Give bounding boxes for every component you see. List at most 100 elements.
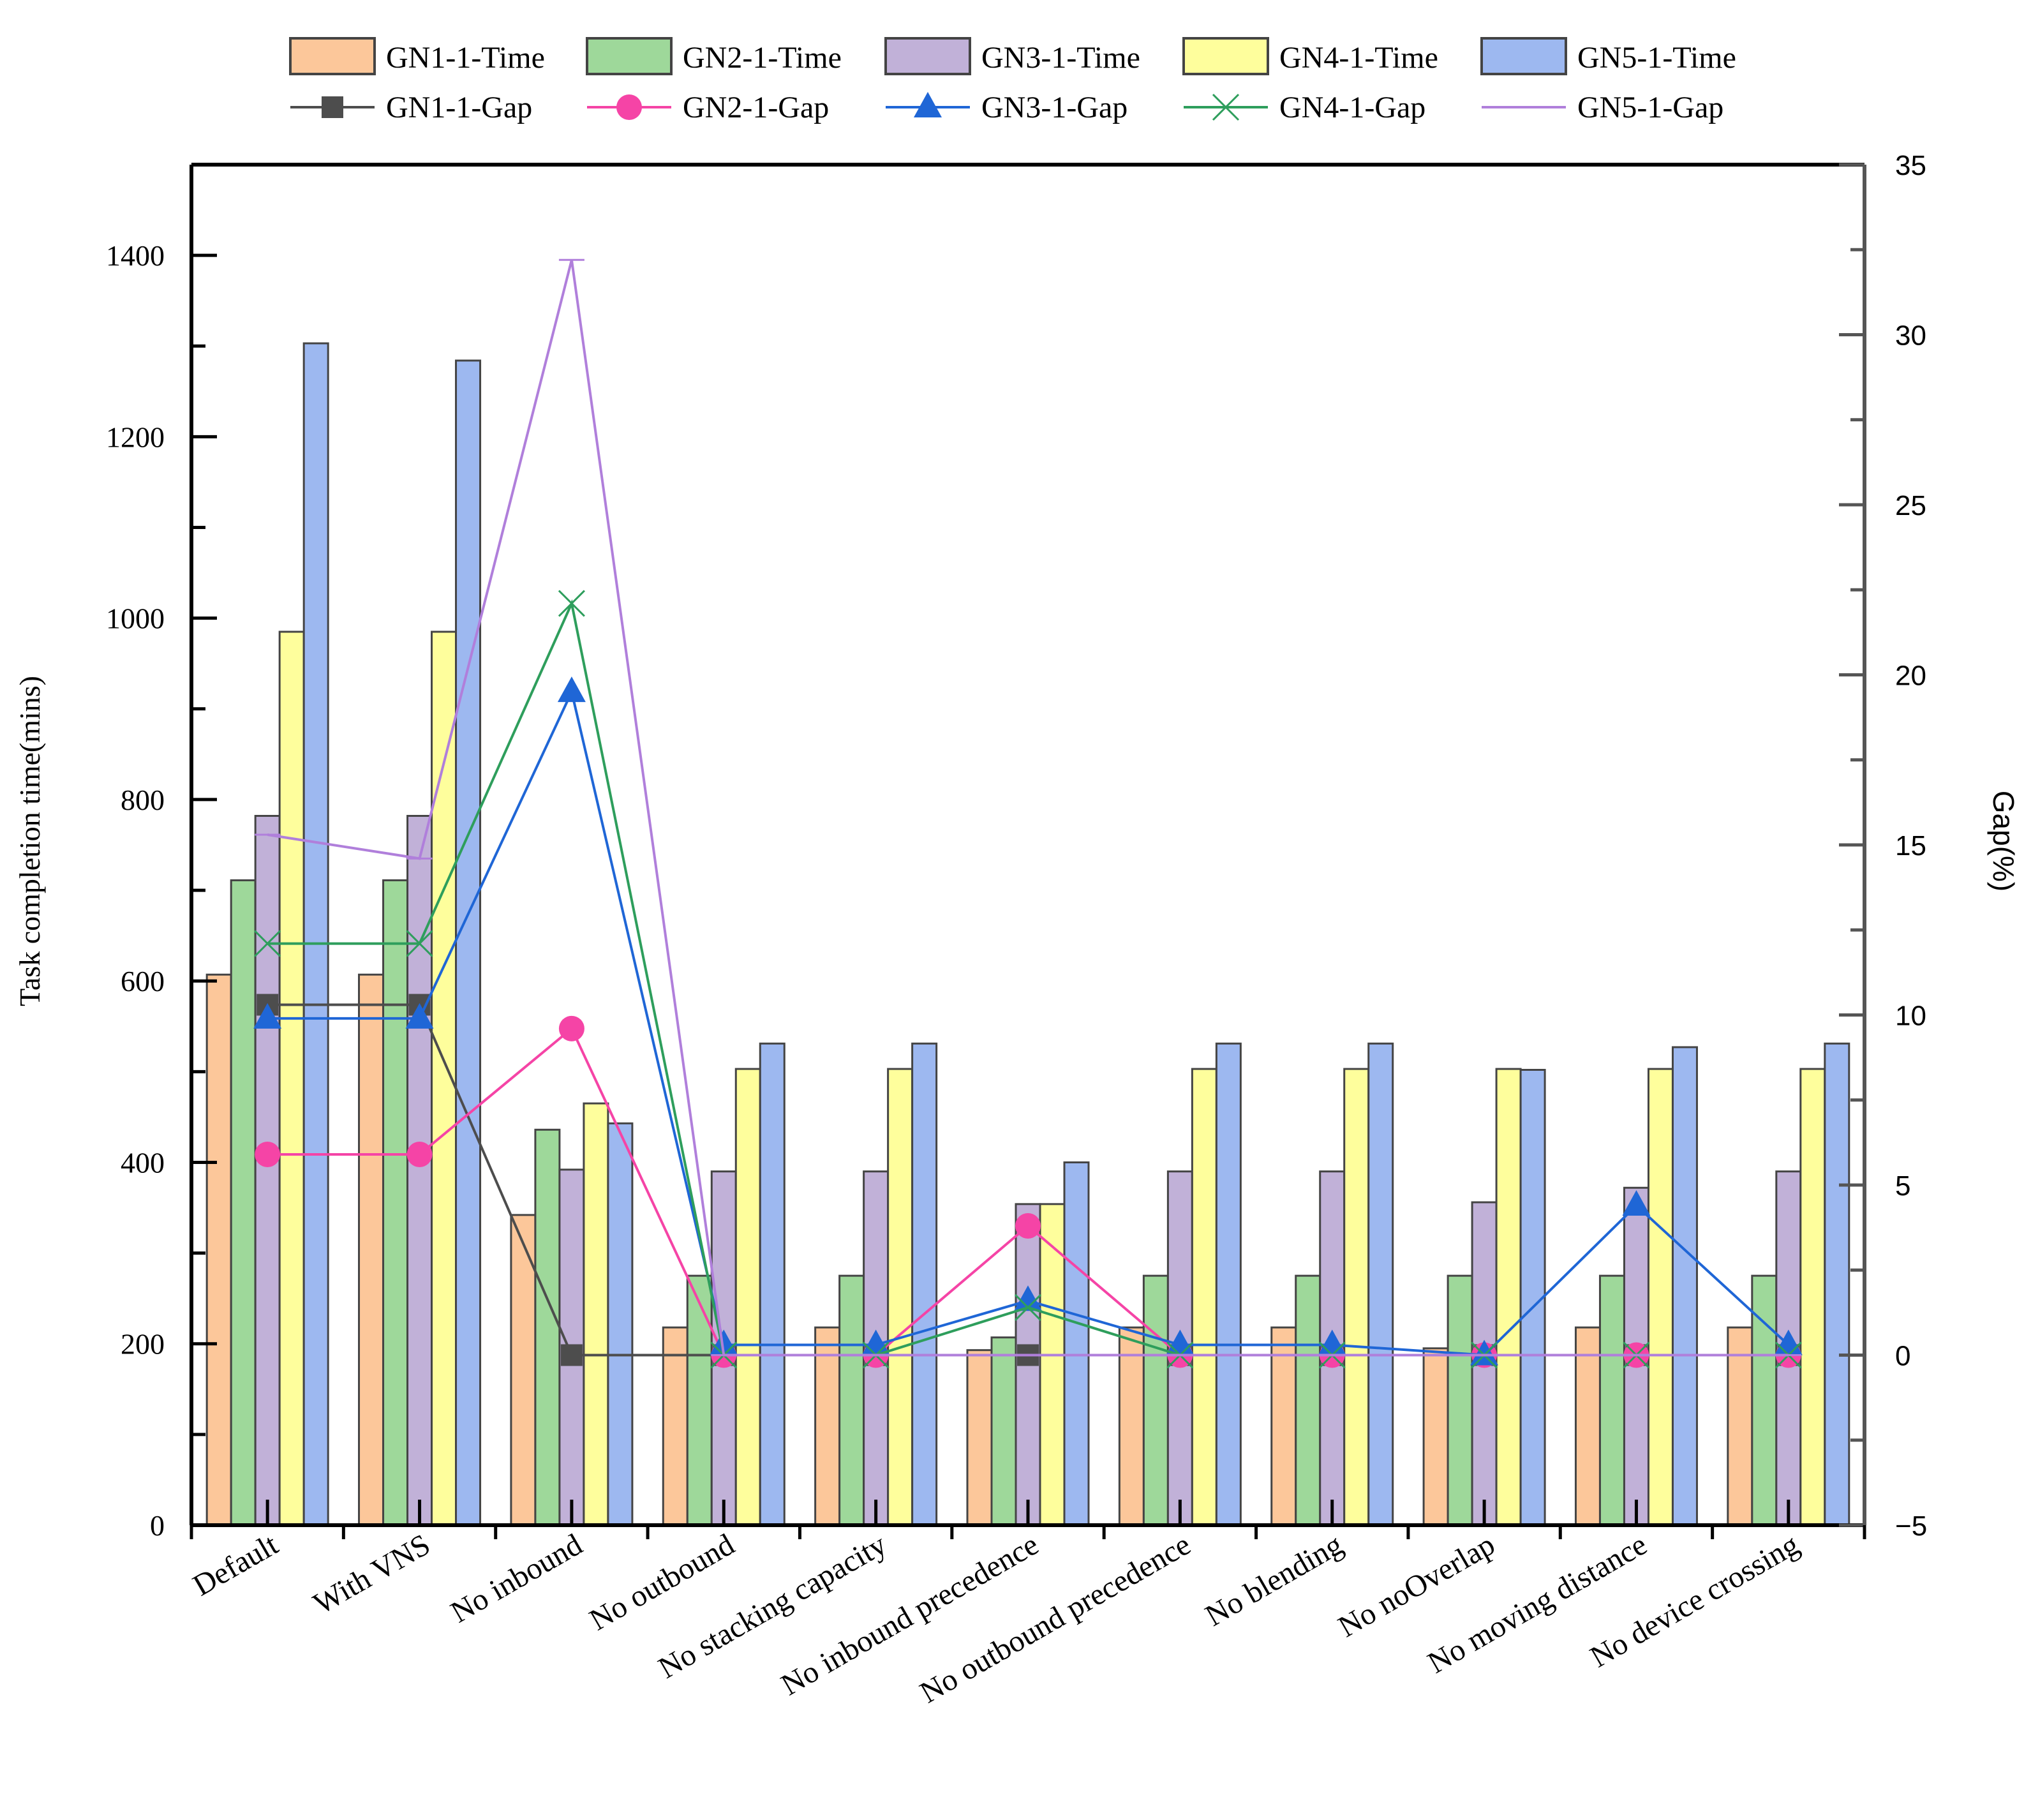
bar: [686, 1274, 713, 1526]
legend-swatch: [586, 37, 673, 75]
bar: [382, 879, 409, 1526]
legend-swatch: [884, 37, 971, 75]
y-axis-label: Task completion time(mins): [13, 676, 46, 1006]
legend-swatch: [289, 37, 376, 75]
gap-line: [267, 259, 1789, 1357]
bar: [838, 1274, 865, 1526]
bar: [1295, 1274, 1321, 1526]
y-tick-label: 600: [121, 965, 165, 997]
bar: [1574, 1326, 1601, 1526]
data-point: [322, 96, 343, 118]
y2-tick-label: 35: [1895, 150, 1926, 181]
bar: [1824, 1042, 1850, 1526]
data-point: [616, 94, 642, 120]
bar: [254, 815, 281, 1526]
legend-label: GN4-1-Gap: [1279, 91, 1425, 124]
bar: [455, 359, 482, 1526]
legend-label: GN1-1-Time: [386, 41, 545, 75]
x-tick-label: With VNS: [308, 1528, 436, 1622]
data-point: [253, 1003, 282, 1029]
bar: [1751, 1274, 1778, 1526]
bar: [990, 1336, 1017, 1526]
legend-swatch: [1182, 37, 1269, 75]
data-point: [254, 930, 281, 957]
bar: [1495, 1068, 1522, 1526]
bar: [734, 1068, 761, 1526]
y2-tick-label: 0: [1895, 1341, 1910, 1372]
y-tick-label: 0: [150, 1509, 165, 1542]
data-point: [1014, 1294, 1042, 1321]
bar: [534, 1128, 561, 1526]
bar: [1343, 1068, 1370, 1526]
bar: [887, 1068, 914, 1526]
data-point: [914, 92, 942, 117]
y-tick-label: 200: [121, 1328, 165, 1361]
legend-label: GN4-1-Time: [1279, 41, 1438, 75]
legend-label: GN1-1-Gap: [386, 91, 532, 124]
bar: [1367, 1042, 1394, 1526]
bar: [1063, 1161, 1090, 1526]
y2-tick-label: 25: [1895, 490, 1926, 521]
y2-tick-label: 15: [1895, 830, 1926, 862]
bar: [1727, 1326, 1753, 1526]
x-tick-label: No inbound precedence: [775, 1528, 1044, 1703]
bar: [814, 1326, 841, 1526]
data-point: [255, 1142, 281, 1168]
y2-tick-label: −5: [1895, 1510, 1927, 1542]
x-tick-label: Default: [188, 1527, 285, 1602]
data-point: [406, 930, 433, 957]
y2-tick-label: 20: [1895, 660, 1926, 692]
bar: [1598, 1274, 1625, 1526]
bar: [966, 1349, 993, 1526]
data-point: [560, 1344, 583, 1366]
data-point: [1014, 1285, 1042, 1311]
data-point: [1015, 1212, 1041, 1239]
bar: [1671, 1046, 1698, 1526]
bar: [1647, 1068, 1674, 1526]
y-tick-label: 1400: [106, 239, 165, 272]
bar: [205, 973, 232, 1526]
bar: [662, 1326, 688, 1526]
legend-label: GN5-1-Time: [1577, 41, 1736, 75]
bar: [230, 879, 257, 1526]
bar: [1447, 1274, 1473, 1526]
y2-axis-label: Gap(%): [1987, 791, 2017, 891]
bar: [1215, 1042, 1242, 1526]
legend-label: GN5-1-Gap: [1577, 91, 1723, 124]
bar: [1142, 1274, 1169, 1526]
bar: [358, 973, 385, 1526]
y-tick-label: 1000: [106, 602, 165, 635]
legend: GN1-1-Time GN2-1-Time GN3-1-Time GN4-1-Time…: [289, 37, 1736, 124]
bar: [1191, 1068, 1217, 1526]
y-tick-label: 800: [121, 784, 165, 816]
data-point: [1622, 1190, 1651, 1216]
y2-tick-label: 30: [1895, 320, 1926, 352]
bar: [302, 342, 329, 1526]
bar: [1799, 1068, 1826, 1526]
legend-swatch: [1480, 37, 1567, 75]
y2-tick-label: 5: [1895, 1170, 1910, 1202]
bar: [583, 1102, 609, 1526]
legend-label: GN2-1-Gap: [683, 91, 829, 124]
bar: [759, 1042, 785, 1526]
x-tick-label: No inbound: [445, 1528, 588, 1630]
y2-tick-label: 10: [1895, 1001, 1926, 1032]
legend-label: GN3-1-Gap: [981, 91, 1128, 124]
bar: [278, 630, 305, 1526]
y-tick-label: 400: [121, 1146, 165, 1179]
bar: [1422, 1347, 1449, 1526]
data-point: [406, 1142, 433, 1168]
gap-lines: [253, 258, 1803, 1369]
x-tick-label: No blending: [1200, 1528, 1348, 1633]
data-point: [1470, 1339, 1499, 1366]
data-point: [557, 676, 586, 703]
data-point: [558, 1015, 584, 1041]
bar: [911, 1042, 938, 1526]
y-tick-label: 1200: [106, 421, 165, 453]
legend-label: GN2-1-Time: [683, 41, 842, 75]
bar: [1118, 1326, 1145, 1526]
x-tick-label: No outbound precedence: [914, 1528, 1196, 1710]
legend-label: GN3-1-Time: [981, 41, 1140, 75]
